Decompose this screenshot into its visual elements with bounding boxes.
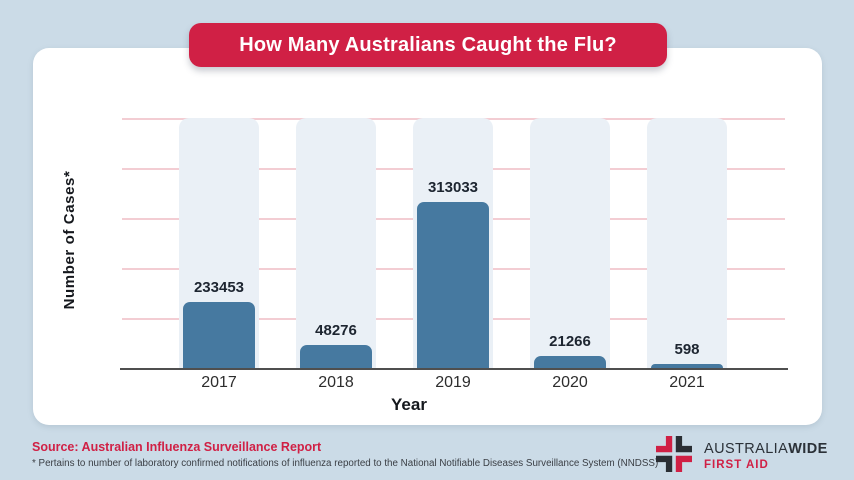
x-tick-label: 2020: [552, 374, 588, 391]
brand-name: AUSTRALIAWIDE: [704, 440, 828, 457]
bar-value-label: 233453: [193, 279, 245, 296]
chart-bar: [300, 345, 372, 368]
x-axis-label: Year: [391, 395, 427, 414]
brand-logo: AUSTRALIAWIDE FIRST AID: [656, 436, 828, 477]
brand-text: AUSTRALIAWIDE FIRST AID: [704, 440, 828, 472]
bar-value-label: 598: [674, 341, 700, 358]
plot-area: 233453 2017 48276 2018 313033 2019 21266 2020 59…: [120, 118, 788, 391]
bar-value-label: 313033: [427, 179, 479, 196]
title-banner: How Many Australians Caught the Flu?: [189, 23, 667, 67]
x-axis-line: [120, 368, 788, 370]
x-tick-label: 2017: [201, 374, 237, 391]
brand-subtitle: FIRST AID: [704, 458, 769, 471]
chart-column-bg: [647, 118, 727, 368]
x-tick-label: 2018: [318, 374, 354, 391]
chart-bar: [534, 356, 606, 368]
chart-title: How Many Australians Caught the Flu?: [239, 33, 617, 56]
chart-column-bg: [530, 118, 610, 368]
bar-value-label: 48276: [315, 322, 357, 339]
chart-bar: [651, 364, 723, 368]
chart-card: Number of Cases* 233453 2017 48276 2018 3130…: [33, 48, 822, 425]
chart-bar: [417, 202, 489, 368]
source-text: Source: Australian Influenza Surveillanc…: [32, 440, 322, 454]
y-axis-label: Number of Cases*: [61, 170, 78, 310]
chart-column-bg: [296, 118, 376, 368]
x-tick-label: 2019: [435, 374, 471, 391]
first-aid-cross-icon: [656, 436, 692, 477]
x-tick-label: 2021: [669, 374, 705, 391]
chart-bar: [183, 302, 255, 368]
footnote-text: * Pertains to number of laboratory confi…: [32, 458, 659, 469]
bar-value-label: 21266: [549, 333, 591, 350]
